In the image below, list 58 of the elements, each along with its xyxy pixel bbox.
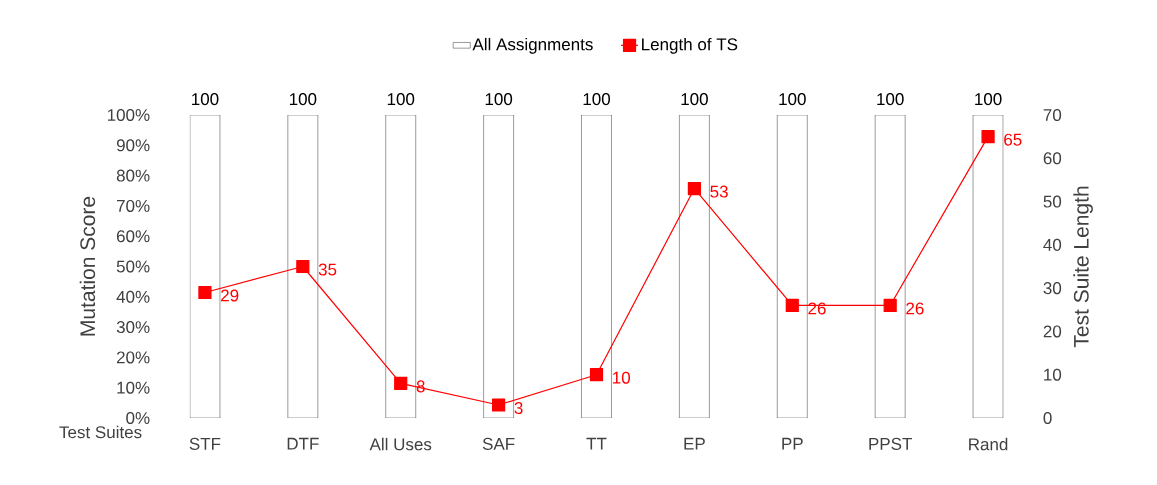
point xyxy=(785,298,799,313)
data-label: 100 xyxy=(192,93,219,106)
x-tick-label: SAF xyxy=(482,437,515,450)
data-label: 100 xyxy=(289,93,317,106)
data-label: 65 xyxy=(1004,133,1022,146)
point xyxy=(883,298,897,313)
y2-tick-label: 10 xyxy=(1044,368,1062,381)
point xyxy=(394,376,408,390)
y-axis-title: Mutation Score xyxy=(79,196,96,336)
data-label: 35 xyxy=(318,263,337,276)
y2-axis-title: Test Suite Length xyxy=(1073,186,1093,348)
point xyxy=(296,259,310,274)
y2-tick-label: 50 xyxy=(1043,195,1062,208)
data-label: 100 xyxy=(877,93,904,106)
y-tick-label: 0% xyxy=(126,411,150,425)
y-tick-label: 60% xyxy=(116,230,150,243)
point xyxy=(981,130,995,144)
y-tick-label: 10% xyxy=(117,381,150,394)
data-label: 26 xyxy=(906,302,924,315)
y-tick-label: 40% xyxy=(116,290,150,303)
y2-tick-label: 30 xyxy=(1043,282,1062,295)
y-tick-label: 70% xyxy=(116,199,150,212)
data-label: 100 xyxy=(583,93,611,106)
point xyxy=(492,398,506,412)
data-label: 3 xyxy=(514,401,523,415)
y2-tick-label: 60 xyxy=(1043,152,1062,165)
y-tick-label: 30% xyxy=(116,321,150,334)
y-tick-label: 80% xyxy=(116,169,150,182)
x-tick-label: TT xyxy=(586,437,607,450)
y-tick-label: 90% xyxy=(116,139,150,152)
data-label: 29 xyxy=(221,289,239,302)
x-tick-label: All Uses xyxy=(369,437,432,451)
data-label: 10 xyxy=(613,371,631,384)
data-label: 100 xyxy=(387,93,415,106)
point xyxy=(198,285,212,300)
y-tick-label: 100% xyxy=(107,108,150,122)
legend-label: Length of TS xyxy=(642,37,738,54)
y-tick-label: 50% xyxy=(116,260,150,273)
x-tick-label: PPST xyxy=(869,437,912,450)
x-tick-label: STF xyxy=(189,437,221,450)
x-tick-label: DTF xyxy=(287,437,319,450)
legend-label: All Assignments xyxy=(472,37,593,54)
x-tick-label: Rand xyxy=(969,437,1008,451)
data-label: 100 xyxy=(779,93,806,106)
point xyxy=(687,181,701,196)
y-tick-label: 20% xyxy=(116,351,150,364)
data-label: 100 xyxy=(485,93,513,106)
data-label: 100 xyxy=(681,93,708,106)
y2-tick-label: 20 xyxy=(1043,325,1062,338)
data-label: 100 xyxy=(975,93,1002,106)
point xyxy=(589,368,604,382)
x-tick-label: PP xyxy=(782,437,803,450)
x-tick-label: EP xyxy=(684,437,705,450)
y2-tick-label: 40 xyxy=(1043,238,1062,251)
y2-tick-label: 0 xyxy=(1043,411,1052,425)
y2-tick-label: 70 xyxy=(1043,108,1062,122)
x-axis-title: Test Suites xyxy=(59,425,142,439)
data-label: 53 xyxy=(710,185,728,198)
